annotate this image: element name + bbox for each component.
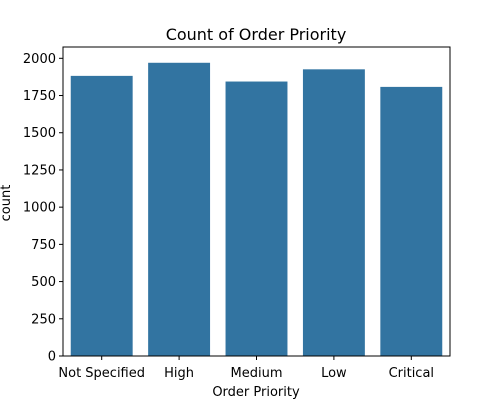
y-tick-label: 750 (31, 238, 56, 253)
y-tick-label: 2000 (23, 52, 56, 67)
chart-title: Count of Order Priority (166, 25, 347, 44)
bar (148, 62, 211, 356)
x-tick-label: High (164, 366, 194, 381)
x-axis-label: Order Priority (212, 385, 300, 400)
y-tick-label: 1000 (23, 201, 56, 216)
y-tick-label: 500 (31, 275, 56, 290)
bar (70, 75, 133, 356)
plot-area-frame (62, 46, 451, 357)
y-axis: 0 250 500 750 1000 1250 1500 1750 2000 (23, 52, 63, 365)
x-tick-label: Low (321, 366, 347, 381)
x-tick-label: Not Specified (58, 366, 145, 381)
y-tick-label: 1250 (23, 163, 56, 178)
bars (70, 62, 443, 357)
x-tick-label: Medium (231, 366, 283, 381)
y-tick-label: 250 (31, 312, 56, 327)
x-tick-label: Critical (389, 366, 434, 381)
bar (225, 81, 288, 356)
y-axis-label: count (0, 185, 14, 222)
bar (302, 69, 365, 356)
x-axis: Not Specified High Medium Low Critical (58, 356, 434, 381)
y-tick-label: 1750 (23, 89, 56, 104)
bar (380, 86, 443, 357)
y-tick-label: 0 (48, 350, 56, 365)
y-tick-label: 1500 (23, 126, 56, 141)
